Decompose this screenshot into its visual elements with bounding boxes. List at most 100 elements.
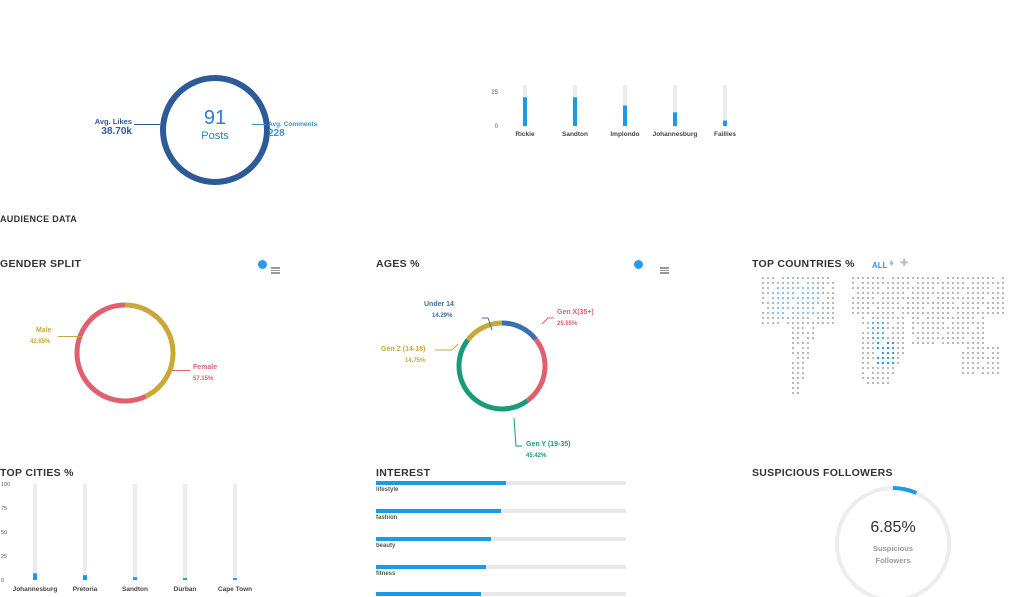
map-dot — [772, 302, 774, 304]
map-dot — [927, 337, 929, 339]
map-dot — [922, 292, 924, 294]
map-dot — [792, 352, 794, 354]
map-dot — [817, 277, 819, 279]
map-dot — [882, 362, 884, 364]
map-dot — [802, 292, 804, 294]
map-dot — [767, 307, 769, 309]
map-dot — [877, 317, 879, 319]
map-dot — [912, 332, 914, 334]
map-dot — [982, 312, 984, 314]
map-dot — [792, 337, 794, 339]
map-dot — [982, 292, 984, 294]
map-dot — [917, 337, 919, 339]
map-dot — [802, 362, 804, 364]
map-dot — [832, 322, 834, 324]
map-dot — [952, 287, 954, 289]
map-dot — [982, 347, 984, 349]
suspicious-ring — [835, 486, 951, 597]
map-dot — [852, 277, 854, 279]
map-dot — [817, 317, 819, 319]
map-dot — [902, 322, 904, 324]
map-dot — [957, 337, 959, 339]
menu-icon[interactable] — [271, 267, 280, 274]
filter-all[interactable]: ALL — [872, 261, 888, 270]
map-dot — [797, 327, 799, 329]
map-dot — [927, 327, 929, 329]
map-dot — [862, 287, 864, 289]
map-dot — [872, 287, 874, 289]
countries-title: TOP COUNTRIES % — [752, 258, 855, 270]
map-dot — [827, 292, 829, 294]
map-dot — [907, 302, 909, 304]
map-dot — [977, 322, 979, 324]
map-dot — [887, 322, 889, 324]
map-dot — [787, 277, 789, 279]
map-dot — [997, 357, 999, 359]
map-dot — [937, 312, 939, 314]
map-dot — [912, 292, 914, 294]
map-dot — [827, 307, 829, 309]
map-dot — [902, 327, 904, 329]
map-dot — [977, 302, 979, 304]
x-tick-label: Faillies — [714, 131, 736, 138]
map-dot — [797, 312, 799, 314]
map-dot — [922, 332, 924, 334]
map-dot — [812, 312, 814, 314]
map-dot — [907, 297, 909, 299]
map-dot — [967, 327, 969, 329]
female-pct: 57.15% — [193, 376, 214, 382]
genx-label: Gen X(35+) — [557, 309, 594, 316]
map-dot — [927, 282, 929, 284]
map-dot — [902, 337, 904, 339]
map-dot — [877, 342, 879, 344]
map-dot — [887, 347, 889, 349]
map-dot — [922, 337, 924, 339]
map-dot — [872, 352, 874, 354]
map-dot — [797, 282, 799, 284]
map-dot — [857, 277, 859, 279]
map-dot — [932, 317, 934, 319]
map-dot — [947, 312, 949, 314]
map-dot — [997, 372, 999, 374]
filter-male-icon[interactable]: ♦ — [889, 258, 895, 269]
map-dot — [817, 292, 819, 294]
map-dot — [952, 342, 954, 344]
map-dot — [972, 317, 974, 319]
map-dot — [807, 357, 809, 359]
map-dot — [777, 307, 779, 309]
map-dot — [822, 307, 824, 309]
map-dot — [797, 342, 799, 344]
under14-pct: 14.29% — [432, 313, 453, 319]
map-dot — [1002, 282, 1004, 284]
map-dot — [997, 282, 999, 284]
map-dot — [927, 287, 929, 289]
map-dot — [897, 307, 899, 309]
map-dot — [797, 377, 799, 379]
pie-chart-icon[interactable] — [258, 260, 267, 269]
map-dot — [947, 332, 949, 334]
pie-chart-icon[interactable] — [634, 260, 643, 269]
map-dot — [807, 332, 809, 334]
bar — [673, 112, 677, 126]
map-dot — [822, 317, 824, 319]
y-tick-label: 50 — [1, 530, 7, 536]
map-dot — [882, 337, 884, 339]
map-dot — [927, 312, 929, 314]
map-dot — [922, 342, 924, 344]
map-dot — [877, 327, 879, 329]
filter-female-icon[interactable]: ✚ — [900, 258, 909, 269]
map-dot — [817, 312, 819, 314]
map-dot — [967, 347, 969, 349]
menu-icon[interactable] — [660, 267, 670, 274]
interest-bar-fill — [376, 565, 486, 569]
map-dot — [967, 317, 969, 319]
map-dot — [952, 337, 954, 339]
map-dot — [917, 287, 919, 289]
map-dot — [942, 317, 944, 319]
map-dot — [882, 312, 884, 314]
map-dot — [977, 347, 979, 349]
map-dot — [802, 357, 804, 359]
map-dot — [797, 372, 799, 374]
map-dot — [982, 327, 984, 329]
map-dot — [827, 297, 829, 299]
